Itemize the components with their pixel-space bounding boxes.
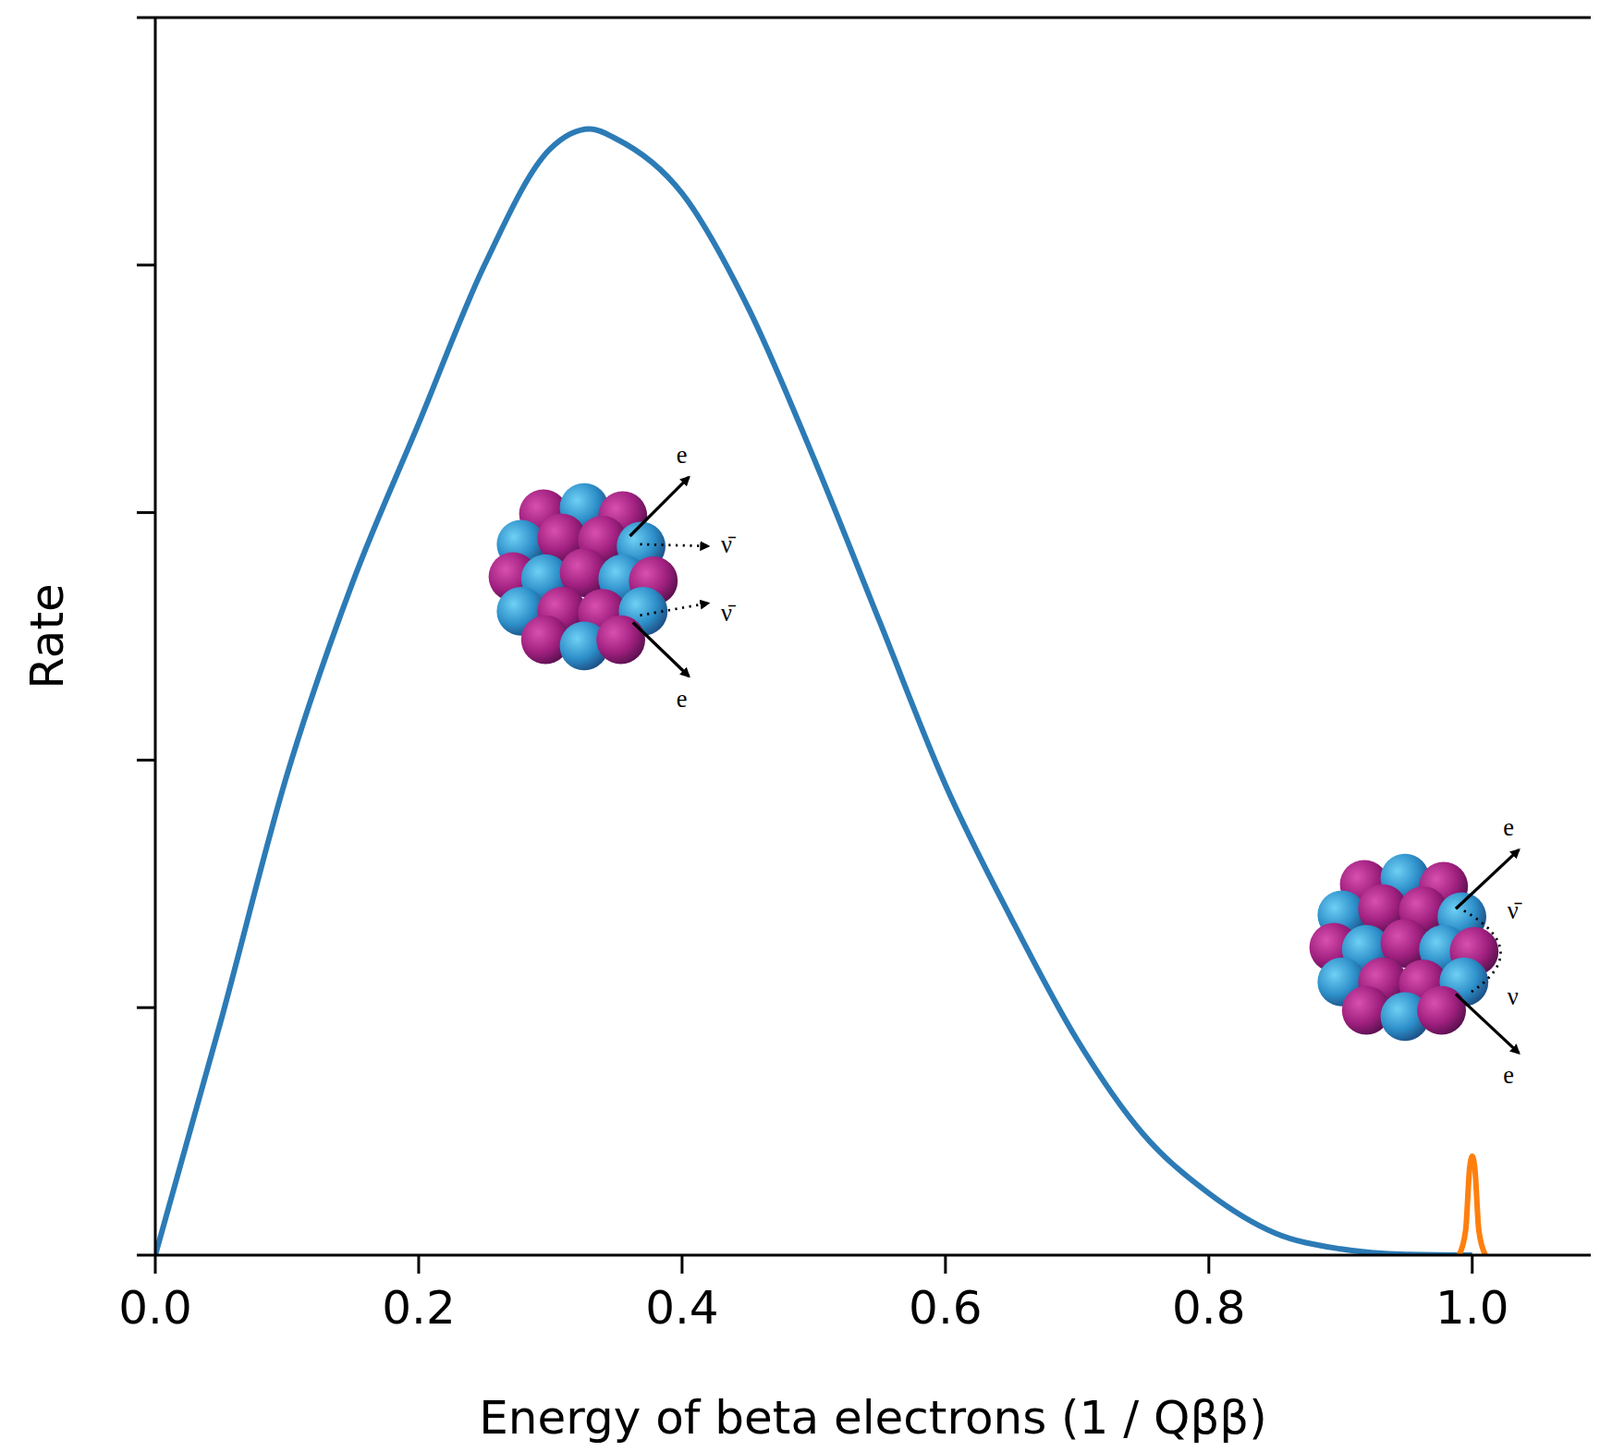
svg-text:0.0: 0.0 [118, 1281, 193, 1335]
svg-text:ν̄: ν̄ [720, 598, 737, 627]
svg-text:1.0: 1.0 [1435, 1281, 1510, 1335]
svg-text:e: e [1502, 813, 1515, 842]
svg-text:ν̄: ν̄ [720, 530, 737, 559]
svg-text:ν: ν [1507, 982, 1519, 1011]
svg-text:0.2: 0.2 [381, 1281, 456, 1335]
svg-text:0.6: 0.6 [908, 1281, 983, 1335]
svg-text:e: e [676, 440, 688, 469]
svg-text:Rate: Rate [20, 583, 74, 690]
svg-text:e: e [676, 684, 688, 713]
svg-text:Energy of beta electrons (1 /: Energy of beta electrons (1 / Qββ) [478, 1391, 1268, 1445]
svg-text:0.4: 0.4 [645, 1281, 720, 1335]
svg-text:ν̄: ν̄ [1507, 896, 1524, 925]
svg-text:0.8: 0.8 [1172, 1281, 1246, 1335]
svg-text:e: e [1502, 1061, 1515, 1089]
